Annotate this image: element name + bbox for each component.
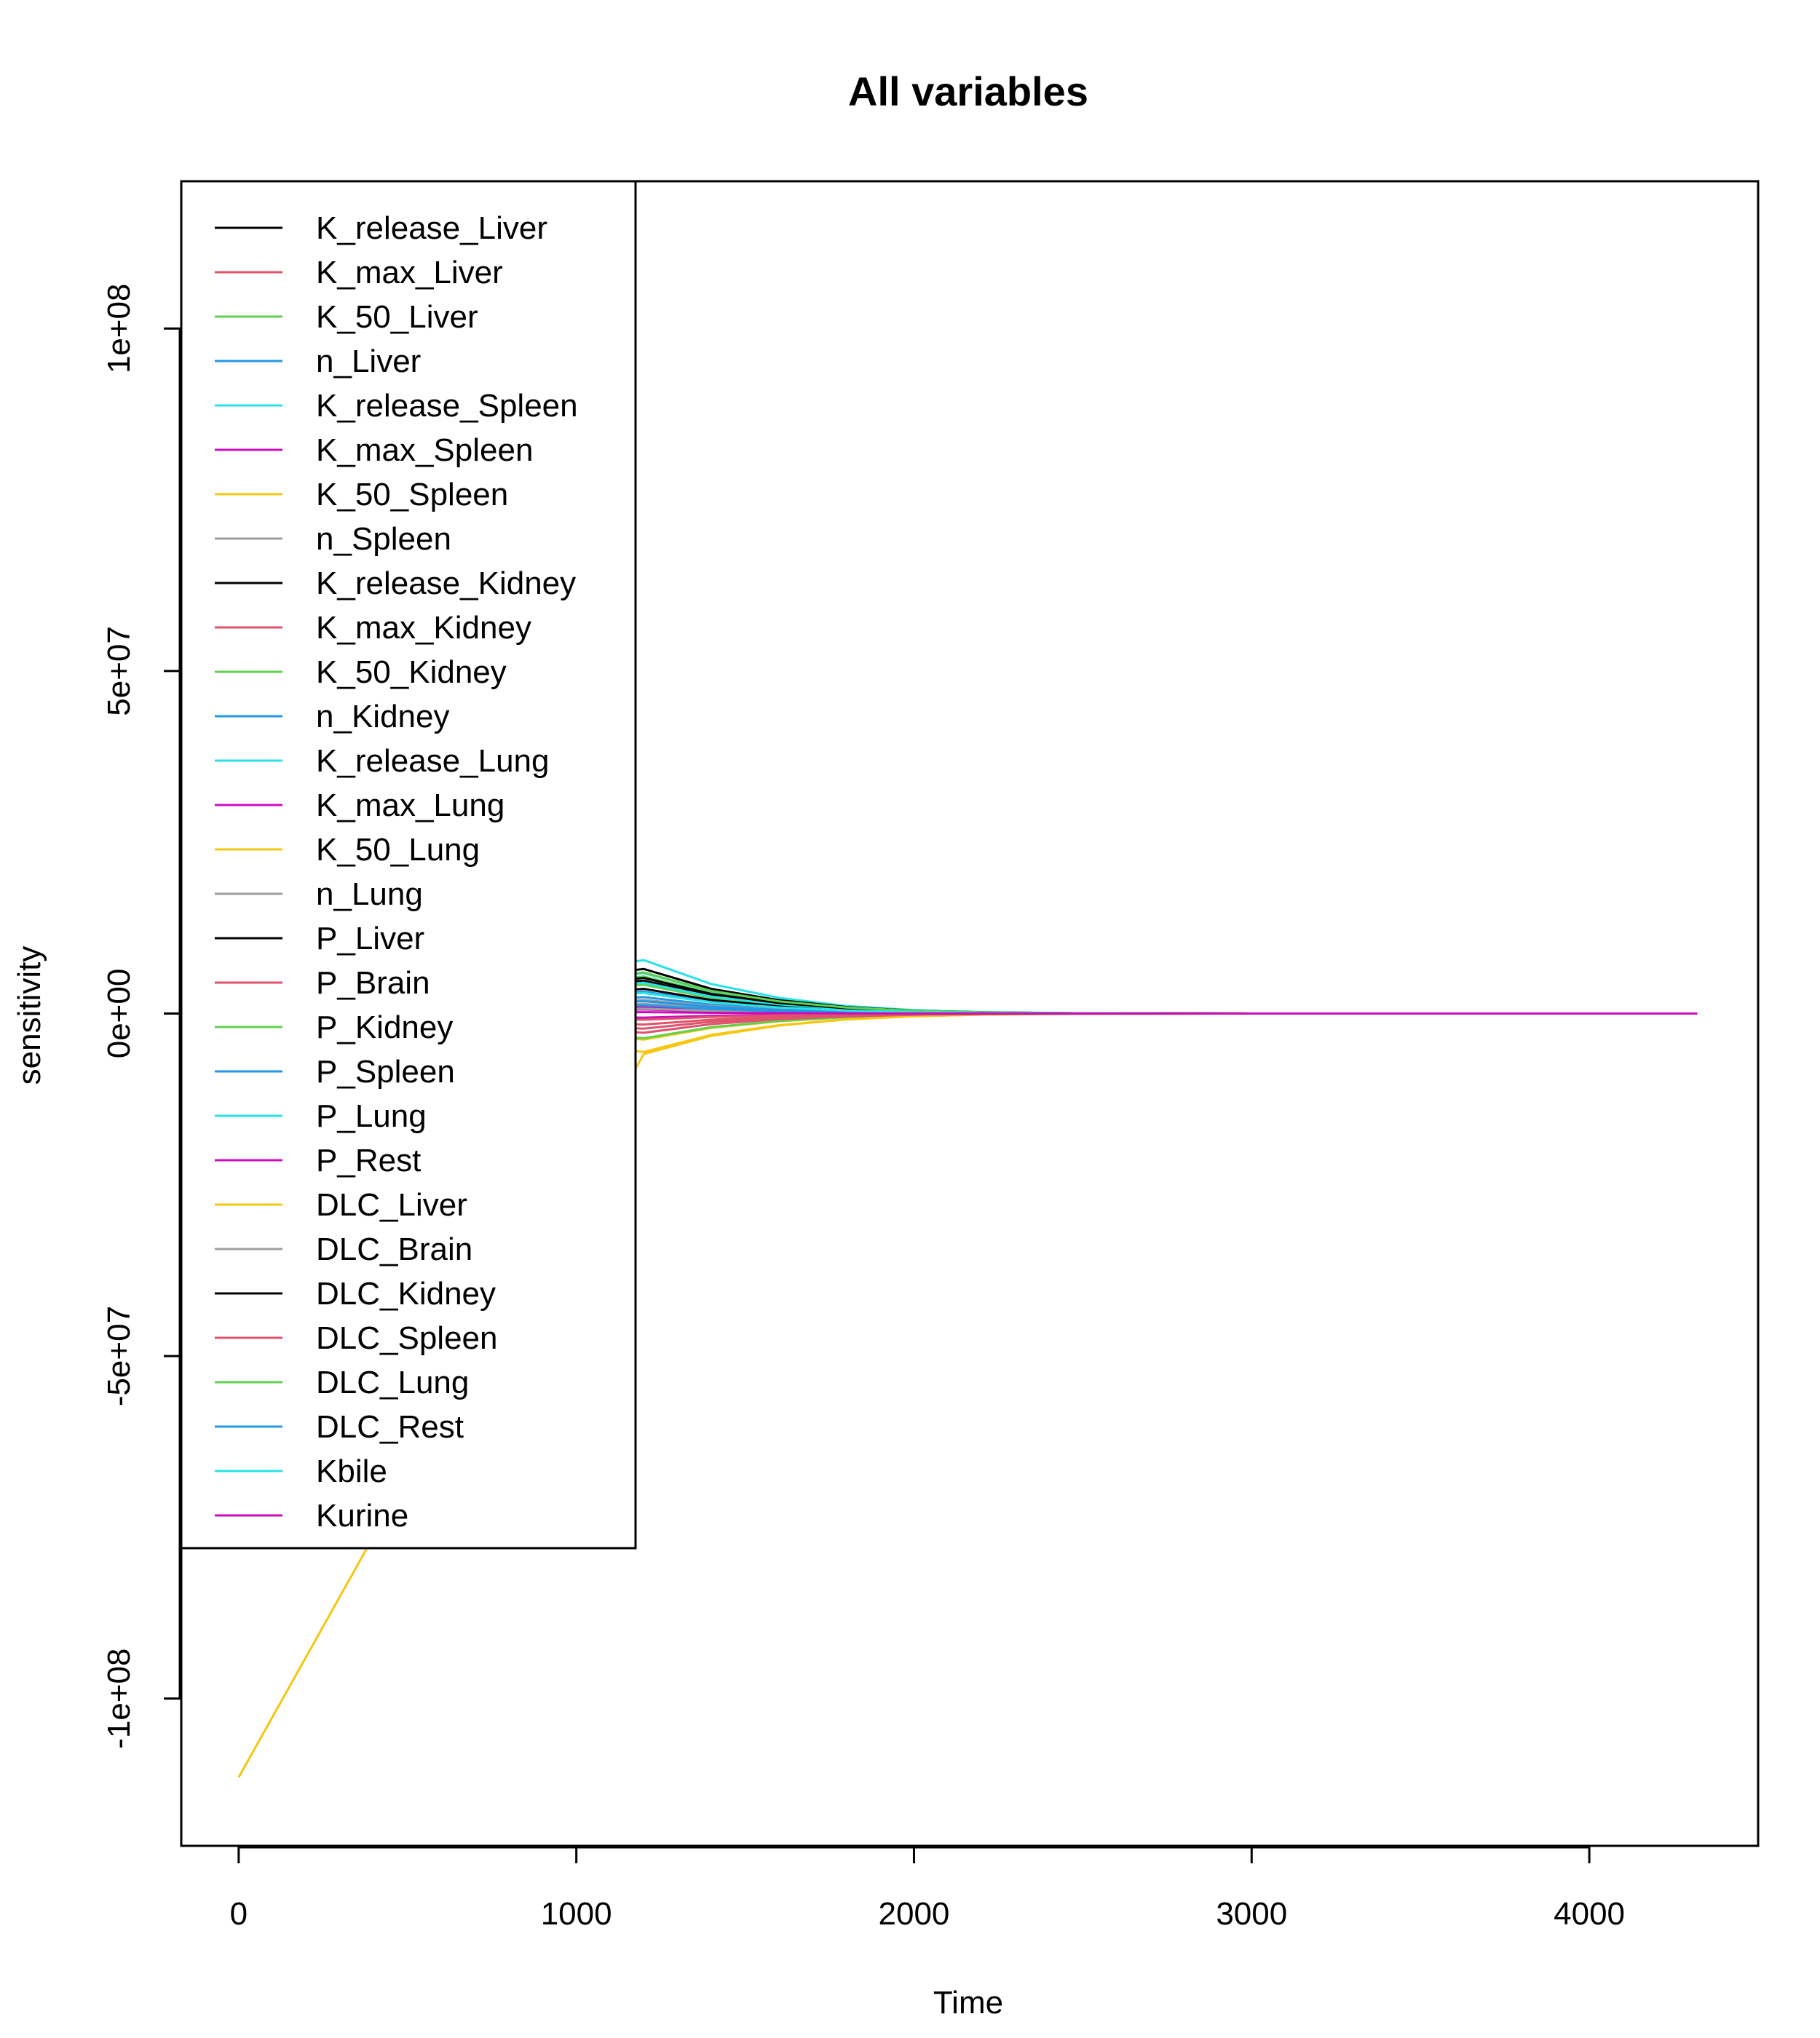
legend-label-4: K_release_Spleen [316, 388, 578, 424]
legend-label-28: Kbile [316, 1454, 387, 1489]
y-tick-label-4: 1e+08 [101, 284, 137, 374]
legend-label-20: P_Lung [316, 1098, 427, 1134]
x-axis: 0 1000 2000 3000 4000 [230, 1846, 1625, 1932]
legend-label-21: P_Rest [316, 1143, 421, 1178]
legend-label-10: K_50_Kidney [316, 654, 507, 690]
legend-label-0: K_release_Liver [316, 210, 547, 246]
legend-label-25: DLC_Spleen [316, 1320, 498, 1356]
legend-label-17: P_Brain [316, 965, 430, 1001]
x-tick-label-2: 2000 [879, 1896, 950, 1932]
legend-label-29: Kurine [316, 1498, 408, 1534]
legend-label-9: K_max_Kidney [316, 610, 531, 646]
y-axis-label: sensitivity [12, 946, 47, 1085]
legend-label-3: n_Liver [316, 344, 421, 379]
y-tick-label-2: 0e+00 [101, 969, 137, 1059]
legend-label-11: n_Kidney [316, 699, 449, 734]
legend-label-5: K_max_Spleen [316, 432, 533, 468]
legend-label-1: K_max_Liver [316, 255, 503, 290]
legend-label-16: P_Liver [316, 921, 424, 956]
legend-box [180, 180, 637, 1550]
y-axis: -1e+08 -5e+07 0e+00 5e+07 1e+08 [101, 284, 181, 1749]
legend-label-24: DLC_Kidney [316, 1276, 496, 1312]
legend-label-19: P_Spleen [316, 1054, 455, 1090]
legend-label-2: K_50_Liver [316, 299, 478, 335]
y-tick-label-3: 5e+07 [101, 626, 137, 716]
legend-label-7: n_Spleen [316, 521, 451, 557]
legend-label-6: K_50_Spleen [316, 477, 508, 512]
legend-label-14: K_50_Lung [316, 832, 480, 868]
y-tick-label-0: -1e+08 [101, 1649, 137, 1749]
x-axis-label: Time [933, 1985, 1003, 2021]
x-tick-label-1: 1000 [541, 1896, 612, 1932]
legend-label-23: DLC_Brain [316, 1232, 472, 1267]
legend-label-13: K_max_Lung [316, 788, 505, 823]
x-tick-label-3: 3000 [1216, 1896, 1287, 1932]
legend-label-12: K_release_Lung [316, 743, 549, 779]
x-tick-label-0: 0 [230, 1896, 248, 1932]
y-tick-label-1: -5e+07 [101, 1306, 137, 1406]
series-layer [237, 959, 1698, 1778]
legend-label-22: DLC_Liver [316, 1187, 467, 1223]
legend: K_release_Liver K_max_Liver K_50_Liver n_Li… [180, 180, 637, 1550]
legend-label-8: K_release_Kidney [316, 566, 576, 601]
legend-label-27: DLC_Rest [316, 1409, 464, 1445]
legend-label-26: DLC_Lung [316, 1365, 469, 1400]
series-line-29 [238, 1011, 1698, 1015]
x-tick-label-4: 4000 [1554, 1896, 1625, 1932]
legend-label-18: P_Kidney [316, 1010, 453, 1045]
chart-title: All variables [848, 68, 1088, 114]
legend-label-15: n_Lung [316, 876, 423, 912]
